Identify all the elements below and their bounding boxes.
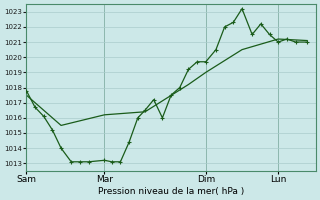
X-axis label: Pression niveau de la mer( hPa ): Pression niveau de la mer( hPa ): [98, 187, 244, 196]
